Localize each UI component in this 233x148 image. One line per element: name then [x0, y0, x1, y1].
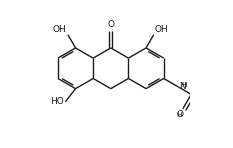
Text: OH: OH — [53, 25, 67, 34]
Text: O: O — [107, 20, 114, 29]
Text: OH: OH — [154, 25, 168, 34]
Text: HO: HO — [50, 97, 64, 106]
Text: H: H — [181, 82, 186, 88]
Text: O: O — [176, 110, 183, 119]
Text: N: N — [179, 82, 185, 91]
Text: H: H — [176, 112, 181, 118]
